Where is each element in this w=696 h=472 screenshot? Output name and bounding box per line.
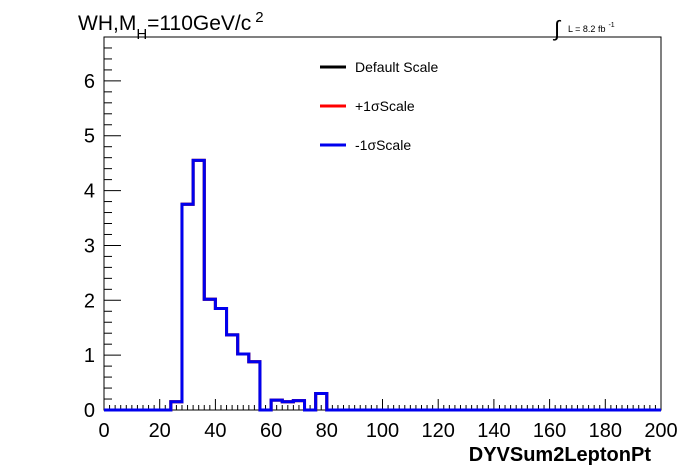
- y-tick-label: 4: [84, 181, 95, 203]
- series-lines: [104, 158, 661, 412]
- y-tick-label: 0: [84, 400, 95, 422]
- y-tick-label: 3: [84, 235, 95, 257]
- y-axis-ticks: 0 1 2 3 4 5 6: [84, 36, 121, 422]
- lumi-integral: ∫: [552, 16, 562, 41]
- x-axis-label: DYVSum2LeptonPt: [469, 444, 652, 466]
- series-line-0: [104, 158, 661, 412]
- title-rest: =110GeV/c: [147, 12, 251, 35]
- legend-label: -1σScale: [355, 137, 411, 153]
- chart-title: WH,MH=110GeV/c 2: [78, 9, 264, 43]
- legend-label: Default Scale: [355, 59, 438, 75]
- title-main: WH,M: [78, 12, 136, 35]
- series-line-2: [104, 158, 661, 412]
- x-axis-ticks: 0 20 40 60 80 100 120 140 160 180 200: [98, 399, 678, 442]
- x-tick-label: 160: [533, 420, 566, 442]
- legend: Default Scale +1σScale -1σScale: [320, 59, 438, 153]
- lumi-superscript: -1: [608, 22, 614, 29]
- x-tick-label: 200: [644, 420, 677, 442]
- x-tick-label: 180: [589, 420, 622, 442]
- x-tick-label: 0: [98, 420, 109, 442]
- legend-label: +1σScale: [355, 98, 415, 114]
- y-tick-label: 1: [84, 345, 95, 367]
- x-tick-label: 120: [422, 420, 455, 442]
- series-line-1: [104, 158, 661, 412]
- x-tick-label: 140: [477, 420, 510, 442]
- x-tick-label: 20: [149, 420, 171, 442]
- x-tick-label: 80: [316, 420, 338, 442]
- title-superscript: 2: [255, 9, 263, 26]
- lumi-label: L = 8.2 fb -1: [568, 22, 615, 34]
- title-subscript: H: [136, 26, 147, 43]
- lumi-text: L = 8.2 fb: [568, 24, 605, 34]
- plot-frame: [103, 36, 662, 411]
- y-tick-label: 2: [84, 290, 95, 312]
- x-tick-label: 40: [204, 420, 226, 442]
- x-tick-label: 60: [260, 420, 282, 442]
- x-tick-label: 100: [366, 420, 399, 442]
- y-tick-label: 5: [84, 126, 95, 148]
- y-tick-label: 6: [84, 71, 95, 93]
